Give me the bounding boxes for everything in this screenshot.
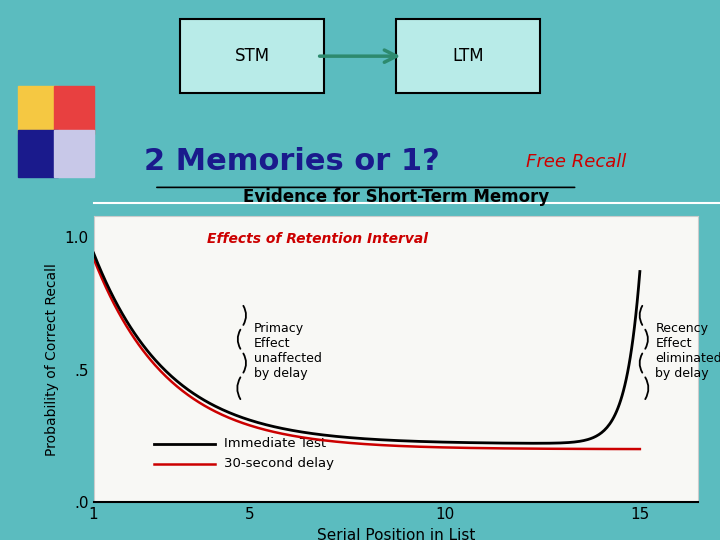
Text: STM: STM — [235, 47, 269, 65]
FancyBboxPatch shape — [180, 19, 324, 93]
Text: LTM: LTM — [452, 47, 484, 65]
Y-axis label: Probability of Correct Recall: Probability of Correct Recall — [45, 262, 59, 456]
Text: Free Recall: Free Recall — [526, 153, 626, 171]
Text: 2 Memories or 1?: 2 Memories or 1? — [144, 147, 440, 177]
Text: Recency
Effect
eliminated
by delay: Recency Effect eliminated by delay — [655, 322, 720, 380]
FancyBboxPatch shape — [396, 19, 540, 93]
Text: Primacy
Effect
unaffected
by delay: Primacy Effect unaffected by delay — [253, 322, 321, 380]
Bar — [54, 86, 94, 134]
Text: Immediate Test: Immediate Test — [224, 437, 325, 450]
Bar — [18, 86, 58, 134]
Bar — [54, 130, 94, 177]
X-axis label: Serial Position in List: Serial Position in List — [317, 528, 475, 540]
Title: Evidence for Short-Term Memory: Evidence for Short-Term Memory — [243, 188, 549, 206]
Text: 30-second delay: 30-second delay — [224, 457, 333, 470]
Bar — [18, 130, 58, 177]
Text: Effects of Retention Interval: Effects of Retention Interval — [207, 232, 428, 246]
